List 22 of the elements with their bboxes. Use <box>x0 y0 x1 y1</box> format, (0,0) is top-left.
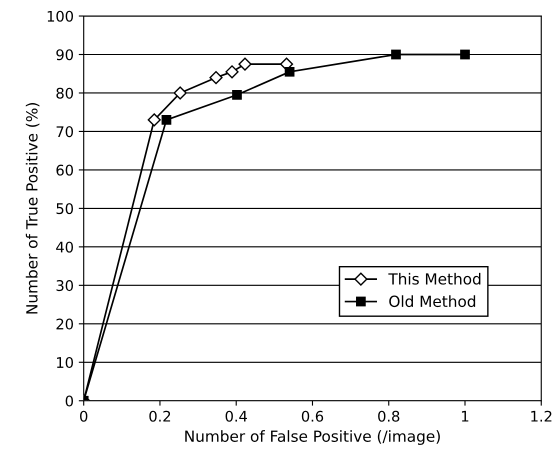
x-tick-label: 0 <box>80 410 88 422</box>
y-tick-label: 10 <box>57 356 74 368</box>
y-tick-label: 20 <box>56 318 74 330</box>
y-tick-label: 60 <box>56 164 74 176</box>
legend-label: Old Method <box>389 295 476 308</box>
legend-label: This Method <box>388 272 480 285</box>
x-tick-label: 0.4 <box>226 410 247 422</box>
y-tick-label: 100 <box>48 10 74 22</box>
y-tick-label: 90 <box>56 49 74 60</box>
y-tick-label: 40 <box>56 242 74 253</box>
x-tick-label: 0.2 <box>149 410 170 422</box>
y-axis-title: Number of True Positive (%) <box>26 103 40 314</box>
y-tick-label: 0 <box>66 395 74 406</box>
x-tick-label: 1.2 <box>531 410 552 422</box>
y-tick-label: 30 <box>56 280 74 292</box>
x-axis-title: Number of False Positive (/image) <box>185 430 440 445</box>
x-tick-label: 1 <box>462 410 468 422</box>
x-tick-label: 0.6 <box>302 410 324 422</box>
x-tick-label: 0.8 <box>378 410 400 422</box>
y-tick-label: 80 <box>56 88 74 99</box>
y-tick-label: 70 <box>56 126 74 138</box>
y-tick-label: 50 <box>56 203 74 214</box>
